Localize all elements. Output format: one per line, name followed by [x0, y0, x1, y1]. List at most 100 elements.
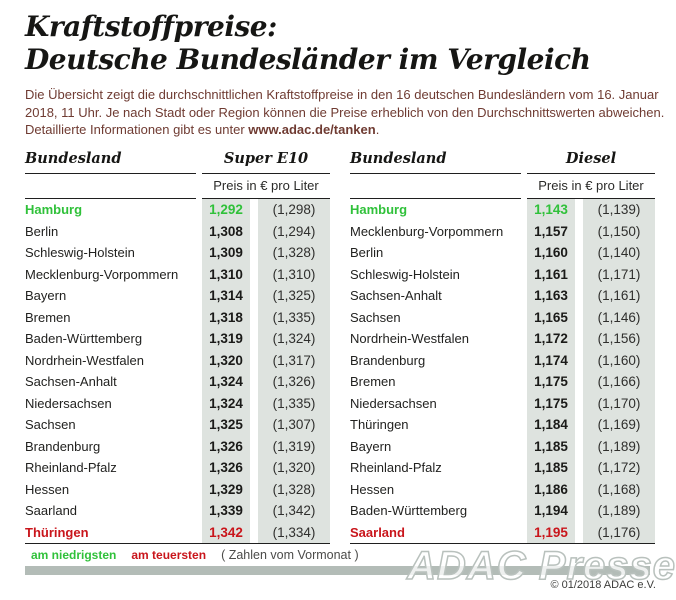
- state-name: Sachsen: [25, 417, 76, 433]
- column-gap: [575, 500, 583, 522]
- price-value: 1,326: [202, 435, 250, 457]
- column-gap: [250, 521, 258, 543]
- column-gap: [250, 414, 258, 436]
- table-row: Hamburg 1,292 (1,298): [25, 199, 330, 221]
- prev-month-value: (1,335): [258, 306, 330, 328]
- state-name: Bremen: [350, 374, 396, 390]
- column-gap: [250, 435, 258, 457]
- prev-month-value: (1,326): [258, 371, 330, 393]
- table-diesel: Bundesland Diesel Preis in € pro Liter H…: [350, 148, 655, 544]
- intro-paragraph: Die Übersicht zeigt die durchschnittlich…: [25, 86, 667, 139]
- state-name: Thüringen: [350, 417, 409, 433]
- state-name: Hamburg: [25, 202, 83, 218]
- price-value: 1,186: [527, 478, 575, 500]
- price-value: 1,165: [527, 306, 575, 328]
- state-name: Bayern: [350, 438, 392, 454]
- column-gap: [575, 435, 583, 457]
- intro-url: www.adac.de/tanken: [248, 122, 376, 137]
- column-header-fuel: Diesel: [527, 148, 655, 174]
- state-name: Nordrhein-Westfalen: [25, 352, 144, 368]
- table-row: Brandenburg 1,174 (1,160): [350, 349, 655, 371]
- prev-month-value: (1,325): [258, 285, 330, 307]
- state-name: Schleswig-Holstein: [25, 245, 135, 261]
- prev-month-value: (1,139): [583, 199, 655, 221]
- state-name: Thüringen: [25, 524, 89, 540]
- table-row: Bremen 1,175 (1,166): [350, 371, 655, 393]
- price-value: 1,319: [202, 328, 250, 350]
- price-value: 1,161: [527, 263, 575, 285]
- subheader-spacer: [350, 174, 521, 199]
- table-row: Saarland 1,339 (1,342): [25, 500, 330, 522]
- prev-month-value: (1,328): [258, 478, 330, 500]
- state-name: Saarland: [25, 503, 78, 519]
- price-value: 1,157: [527, 220, 575, 242]
- price-value: 1,326: [202, 457, 250, 479]
- table-row: Hessen 1,329 (1,328): [25, 478, 330, 500]
- state-name: Schleswig-Holstein: [350, 266, 460, 282]
- prev-month-value: (1,328): [258, 242, 330, 264]
- prev-month-value: (1,172): [583, 457, 655, 479]
- price-value: 1,292: [202, 199, 250, 221]
- table-row: Schleswig-Holstein 1,161 (1,171): [350, 263, 655, 285]
- state-name: Hamburg: [350, 202, 408, 218]
- table-subheader-row: Preis in € pro Liter: [25, 174, 330, 199]
- price-value: 1,342: [202, 521, 250, 543]
- table-row: Rheinland-Pfalz 1,326 (1,320): [25, 457, 330, 479]
- table-row: Schleswig-Holstein 1,309 (1,328): [25, 242, 330, 264]
- table-row: Berlin 1,160 (1,140): [350, 242, 655, 264]
- table-row: Niedersachsen 1,175 (1,170): [350, 392, 655, 414]
- prev-month-value: (1,294): [258, 220, 330, 242]
- state-name: Mecklenburg-Vorpommern: [25, 266, 179, 282]
- price-value: 1,185: [527, 435, 575, 457]
- price-value: 1,318: [202, 306, 250, 328]
- prev-month-value: (1,324): [258, 328, 330, 350]
- table-row: Niedersachsen 1,324 (1,335): [25, 392, 330, 414]
- price-value: 1,185: [527, 457, 575, 479]
- price-value: 1,195: [527, 521, 575, 543]
- price-value: 1,175: [527, 371, 575, 393]
- price-value: 1,310: [202, 263, 250, 285]
- table-super-e10: Bundesland Super E10 Preis in € pro Lite…: [25, 148, 330, 544]
- column-gap: [250, 285, 258, 307]
- table-row: Rheinland-Pfalz 1,185 (1,172): [350, 457, 655, 479]
- legend: am niedrigsten am teuersten ( Zahlen vom…: [31, 548, 359, 562]
- price-value: 1,314: [202, 285, 250, 307]
- price-value: 1,329: [202, 478, 250, 500]
- page-title: Kraftstoffpreise: Deutsche Bundesländer …: [25, 10, 591, 76]
- price-value: 1,174: [527, 349, 575, 371]
- prev-month-value: (1,335): [258, 392, 330, 414]
- price-value: 1,172: [527, 328, 575, 350]
- legend-lowest: am niedrigsten: [31, 548, 117, 562]
- state-name: Bremen: [25, 309, 71, 325]
- table-row: Baden-Württemberg 1,194 (1,189): [350, 500, 655, 522]
- prev-month-value: (1,146): [583, 306, 655, 328]
- table-header-row: Bundesland Diesel: [350, 148, 655, 174]
- prev-month-value: (1,189): [583, 435, 655, 457]
- state-name: Bayern: [25, 288, 67, 304]
- column-gap: [250, 220, 258, 242]
- adac-presse-watermark: ADAC Presse: [406, 543, 676, 589]
- price-value: 1,143: [527, 199, 575, 221]
- table-row: Sachsen 1,165 (1,146): [350, 306, 655, 328]
- column-gap: [575, 263, 583, 285]
- price-unit-header: Preis in € pro Liter: [202, 174, 330, 199]
- column-gap: [250, 242, 258, 264]
- prev-month-value: (1,169): [583, 414, 655, 436]
- state-name: Baden-Württemberg: [25, 331, 143, 347]
- column-header-bundesland: Bundesland: [350, 148, 521, 174]
- intro-text: Die Übersicht zeigt die durchschnittlich…: [25, 87, 665, 137]
- prev-month-value: (1,319): [258, 435, 330, 457]
- price-value: 1,194: [527, 500, 575, 522]
- table-row: Nordrhein-Westfalen 1,320 (1,317): [25, 349, 330, 371]
- column-gap: [250, 478, 258, 500]
- table-subheader-row: Preis in € pro Liter: [350, 174, 655, 199]
- table-row: Bayern 1,314 (1,325): [25, 285, 330, 307]
- prev-month-value: (1,168): [583, 478, 655, 500]
- column-gap: [575, 521, 583, 543]
- column-gap: [250, 457, 258, 479]
- prev-month-value: (1,310): [258, 263, 330, 285]
- state-name: Rheinland-Pfalz: [350, 460, 442, 476]
- price-value: 1,175: [527, 392, 575, 414]
- table-row: Sachsen 1,325 (1,307): [25, 414, 330, 436]
- column-gap: [575, 199, 583, 221]
